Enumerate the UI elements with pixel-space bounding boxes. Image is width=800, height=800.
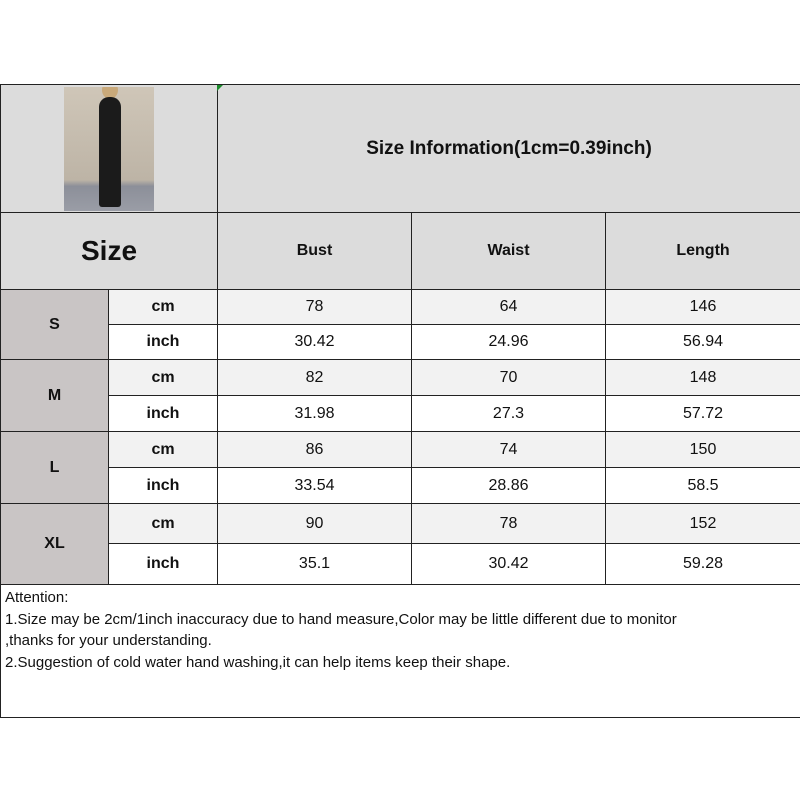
size-label: XL: [0, 503, 109, 585]
length-value: 152: [604, 503, 800, 544]
product-photo-cell: [0, 84, 218, 213]
table-row: inch 31.98 27.3 57.72: [1, 395, 800, 432]
waist-value: 74: [411, 431, 606, 468]
table-row: inch 33.54 28.86 58.5: [1, 467, 800, 504]
bust-value: 33.54: [217, 467, 412, 504]
waist-value: 24.96: [411, 324, 606, 360]
table-title: Size Information(1cm=0.39inch): [216, 84, 800, 213]
table-row: inch 30.42 24.96 56.94: [1, 324, 800, 360]
attention-notes: Attention: 1.Size may be 2cm/1inch inacc…: [0, 584, 800, 718]
unit-label: inch: [108, 467, 218, 504]
waist-value: 64: [411, 289, 606, 325]
size-label: L: [0, 431, 109, 504]
length-header: Length: [604, 212, 800, 290]
length-value: 57.72: [604, 395, 800, 432]
waist-value: 70: [411, 359, 606, 396]
size-label: M: [0, 359, 109, 432]
waist-value: 27.3: [411, 395, 606, 432]
length-value: 59.28: [604, 543, 800, 585]
unit-label: inch: [108, 543, 218, 585]
note-line: 2.Suggestion of cold water hand washing,…: [5, 653, 511, 671]
unit-label: cm: [108, 503, 218, 544]
table-row: XL cm 90 78 152: [0, 503, 800, 585]
size-header: Size: [0, 212, 218, 290]
length-value: 150: [604, 431, 800, 468]
bust-value: 30.42: [217, 324, 412, 360]
unit-label: inch: [108, 324, 218, 360]
bust-value: 31.98: [217, 395, 412, 432]
note-line: 1.Size may be 2cm/1inch inaccuracy due t…: [5, 610, 677, 628]
bust-value: 35.1: [217, 543, 412, 585]
waist-header: Waist: [411, 212, 606, 290]
length-value: 56.94: [604, 324, 800, 360]
waist-value: 30.42: [411, 543, 606, 585]
waist-value: 78: [411, 503, 606, 544]
waist-value: 28.86: [411, 467, 606, 504]
note-line: ,thanks for your understanding.: [5, 632, 212, 649]
bust-value: 82: [217, 359, 412, 396]
unit-label: inch: [108, 395, 218, 432]
size-label: S: [0, 289, 109, 360]
length-value: 58.5: [604, 467, 800, 504]
bust-value: 78: [217, 289, 412, 325]
unit-label: cm: [108, 289, 218, 325]
table-row: inch 35.1 30.42 59.28: [1, 543, 800, 585]
bust-value: 90: [217, 503, 412, 544]
bust-header: Bust: [217, 212, 412, 290]
unit-label: cm: [108, 431, 218, 468]
product-photo: [64, 86, 154, 211]
length-value: 148: [604, 359, 800, 396]
unit-label: cm: [108, 359, 218, 396]
cell-comment-marker: [217, 85, 223, 91]
bust-value: 86: [217, 431, 412, 468]
note-line: Attention:: [5, 589, 69, 606]
size-chart-table: Size Information(1cm=0.39inch) Size Bust…: [0, 84, 800, 718]
length-value: 146: [604, 289, 800, 325]
